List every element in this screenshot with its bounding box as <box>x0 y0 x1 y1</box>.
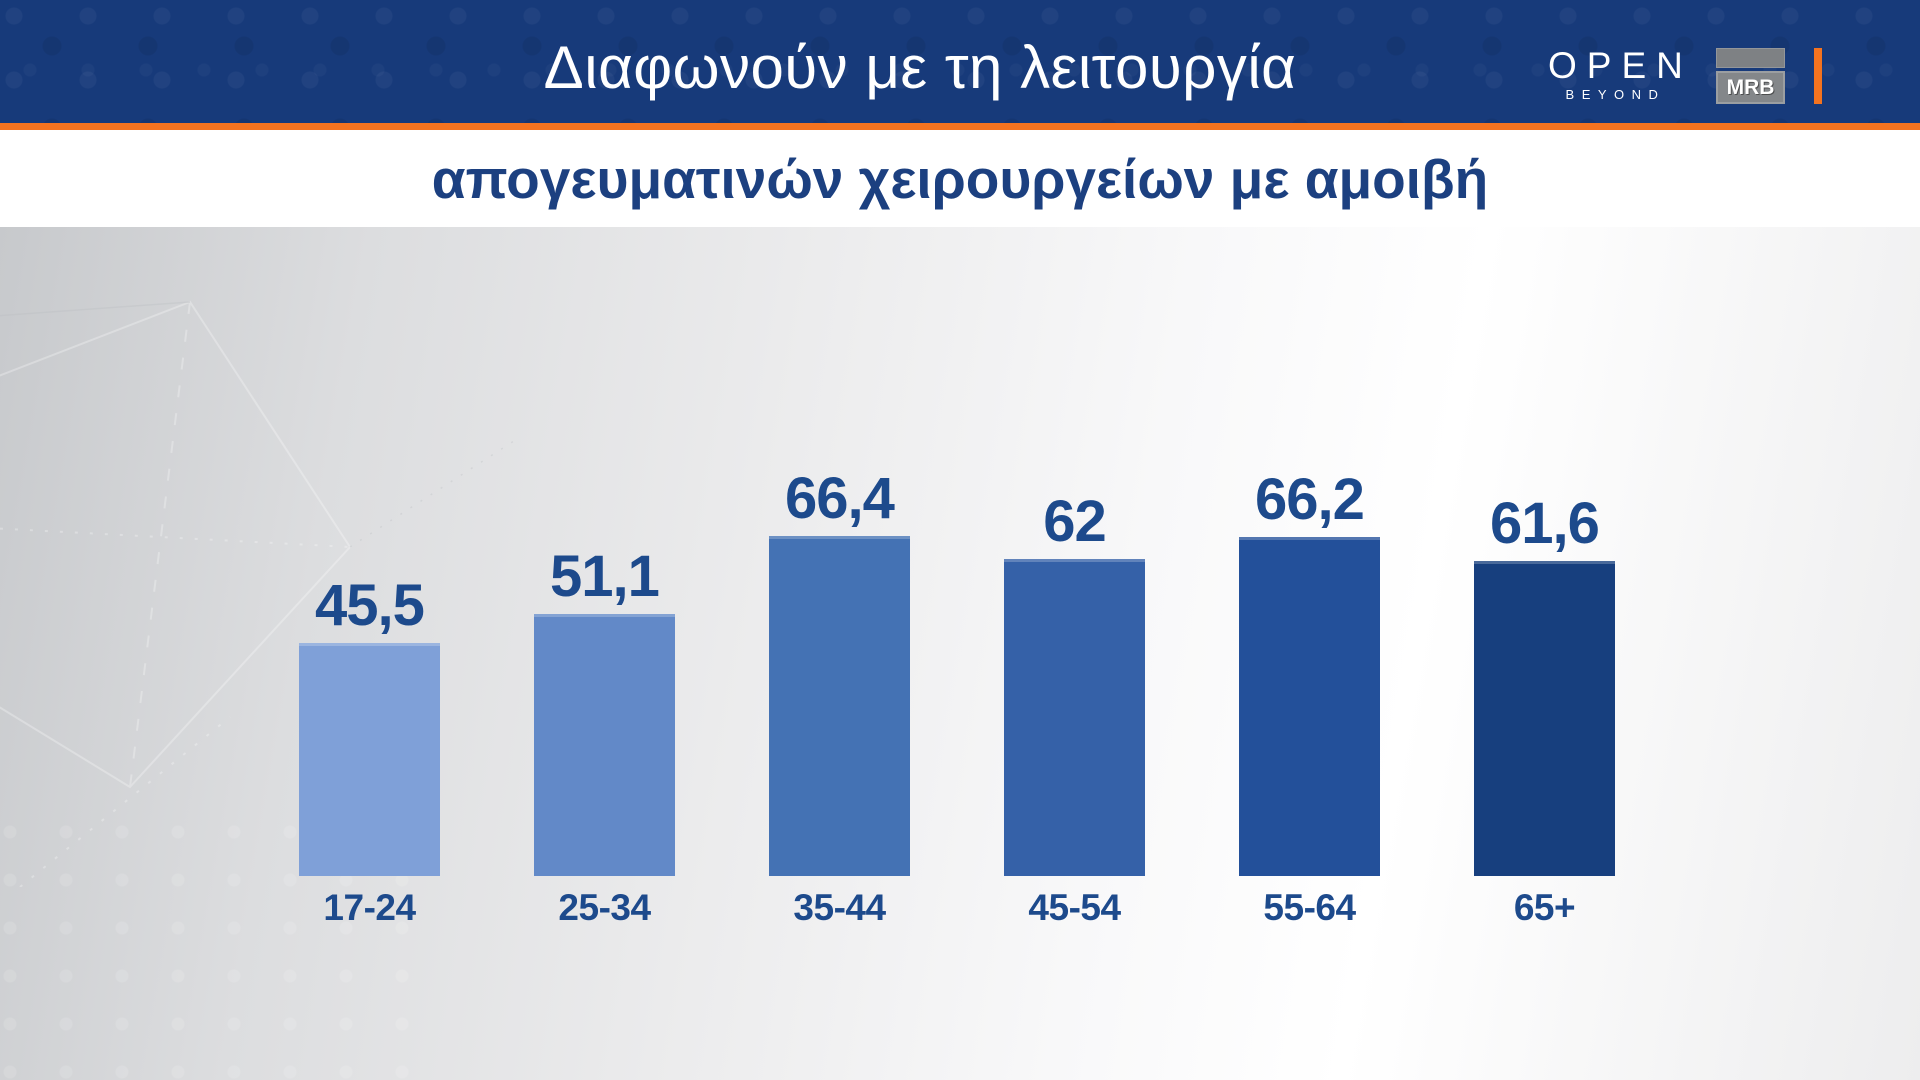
bar-group: 66,2 55-64 <box>1239 227 1380 928</box>
bar <box>534 614 675 876</box>
bar-category-label: 45-54 <box>1028 887 1121 928</box>
bar <box>299 643 440 876</box>
bar <box>1239 537 1380 876</box>
bar-value-label: 62 <box>1043 489 1107 554</box>
bar-category-label: 35-44 <box>793 887 886 928</box>
bar-category-label: 25-34 <box>558 887 651 928</box>
bar-group: 51,1 25-34 <box>534 227 675 928</box>
bar-group: 45,5 17-24 <box>299 227 440 928</box>
orange-divider <box>0 123 1920 130</box>
bar <box>1004 559 1145 876</box>
bar-value-label: 45,5 <box>315 573 425 638</box>
bar-category-label: 65+ <box>1513 887 1576 928</box>
bar-category-label: 17-24 <box>323 887 416 928</box>
bar-value-label: 51,1 <box>550 544 660 609</box>
bar-row: 45,5 17-24 51,1 25-34 66,4 35-44 62 45-54 66,2 55… <box>299 227 1615 928</box>
bar-value-label: 66,2 <box>1255 467 1365 532</box>
background-pattern-lines <box>0 300 521 887</box>
bar-group: 66,4 35-44 <box>769 227 910 928</box>
orange-accent-bar <box>1814 48 1822 104</box>
bar-group: 62 45-54 <box>1004 227 1145 928</box>
mrb-logo-top-bar <box>1716 48 1785 68</box>
page-subtitle: απογευματινών χειρουργείων με αμοιβή <box>431 147 1489 210</box>
subtitle-strip: απογευματινών χειρουργείων με αμοιβή <box>0 130 1920 227</box>
bar-category-label: 55-64 <box>1263 887 1356 928</box>
bar <box>1474 561 1615 876</box>
open-logo-tagline: BEYOND <box>1565 87 1666 102</box>
mrb-logo-box: MRB <box>1716 71 1785 104</box>
open-logo-text: OPEN <box>1548 45 1693 86</box>
bar-value-label: 61,6 <box>1490 491 1600 556</box>
open-beyond-logo: OPEN BEYOND <box>1540 45 1693 102</box>
page-title: Διαφωνούν με τη λειτουργία <box>543 34 1297 101</box>
bar-value-label: 66,4 <box>785 466 895 531</box>
bar <box>769 536 910 876</box>
bar-group: 61,6 65+ <box>1474 227 1615 928</box>
mrb-logo-text: MRB <box>1726 75 1775 99</box>
chart-area: 45,5 17-24 51,1 25-34 66,4 35-44 62 45-54 66,2 55… <box>0 227 1920 1080</box>
header-band: Διαφωνούν με τη λειτουργία OPEN BEYOND M… <box>0 0 1920 123</box>
mrb-logo: MRB <box>1716 48 1785 104</box>
